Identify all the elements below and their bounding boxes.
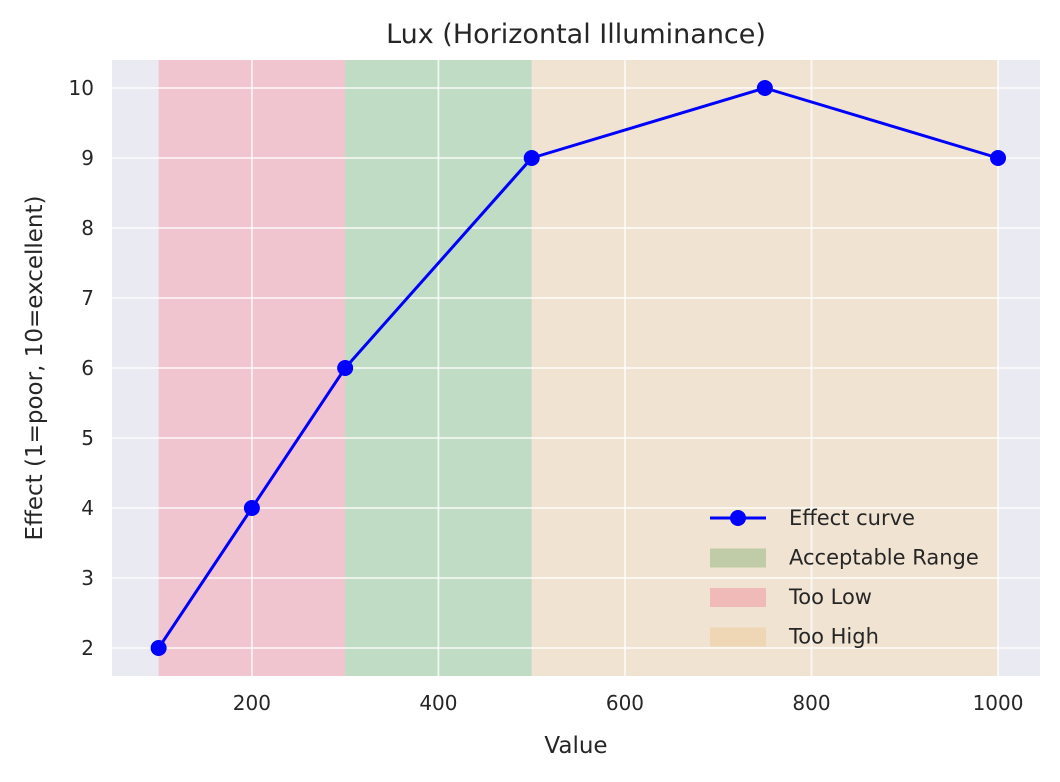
y-tick-label: 5 (81, 426, 94, 450)
chart-title: Lux (Horizontal Illuminance) (386, 19, 766, 50)
legend: Effect curve Acceptable Range Too Low Too H… (710, 506, 979, 649)
legend-label: Acceptable Range (789, 546, 979, 570)
legend-label: Too Low (788, 585, 872, 609)
data-point (523, 150, 540, 166)
y-tick-label: 8 (81, 216, 94, 240)
legend-patch-swatch (710, 548, 766, 568)
x-tick-labels: 200 400 600 800 1000 (233, 691, 1024, 715)
x-tick-label: 600 (606, 691, 644, 715)
data-point (756, 80, 773, 96)
series-line (157, 86, 999, 649)
x-tick-label: 1000 (973, 691, 1024, 715)
y-tick-label: 3 (81, 566, 94, 590)
y-tick-label: 7 (81, 286, 94, 310)
x-axis-label: Value (544, 733, 607, 759)
data-point (337, 360, 354, 376)
y-tick-label: 4 (81, 496, 94, 520)
legend-patch-swatch (710, 627, 766, 647)
y-tick-label: 10 (69, 76, 94, 100)
x-tick-label: 800 (792, 691, 830, 715)
grid-lines (112, 60, 1040, 676)
data-point (150, 640, 167, 656)
data-point (243, 500, 260, 516)
y-tick-label: 2 (81, 636, 94, 660)
data-point (990, 150, 1007, 166)
legend-marker (730, 510, 746, 526)
x-tick-label: 400 (419, 691, 457, 715)
x-tick-label: 200 (233, 691, 271, 715)
legend-patch-swatch (710, 588, 766, 607)
legend-label: Effect curve (789, 506, 915, 530)
series-layer (150, 80, 1007, 656)
y-axis-label: Effect (1=poor, 10=excellent) (22, 196, 48, 541)
legend-label: Too High (788, 625, 879, 649)
y-tick-label: 9 (81, 146, 94, 170)
y-tick-labels: 2 3 4 5 6 7 8 9 10 (69, 76, 94, 660)
y-tick-label: 6 (81, 356, 94, 380)
